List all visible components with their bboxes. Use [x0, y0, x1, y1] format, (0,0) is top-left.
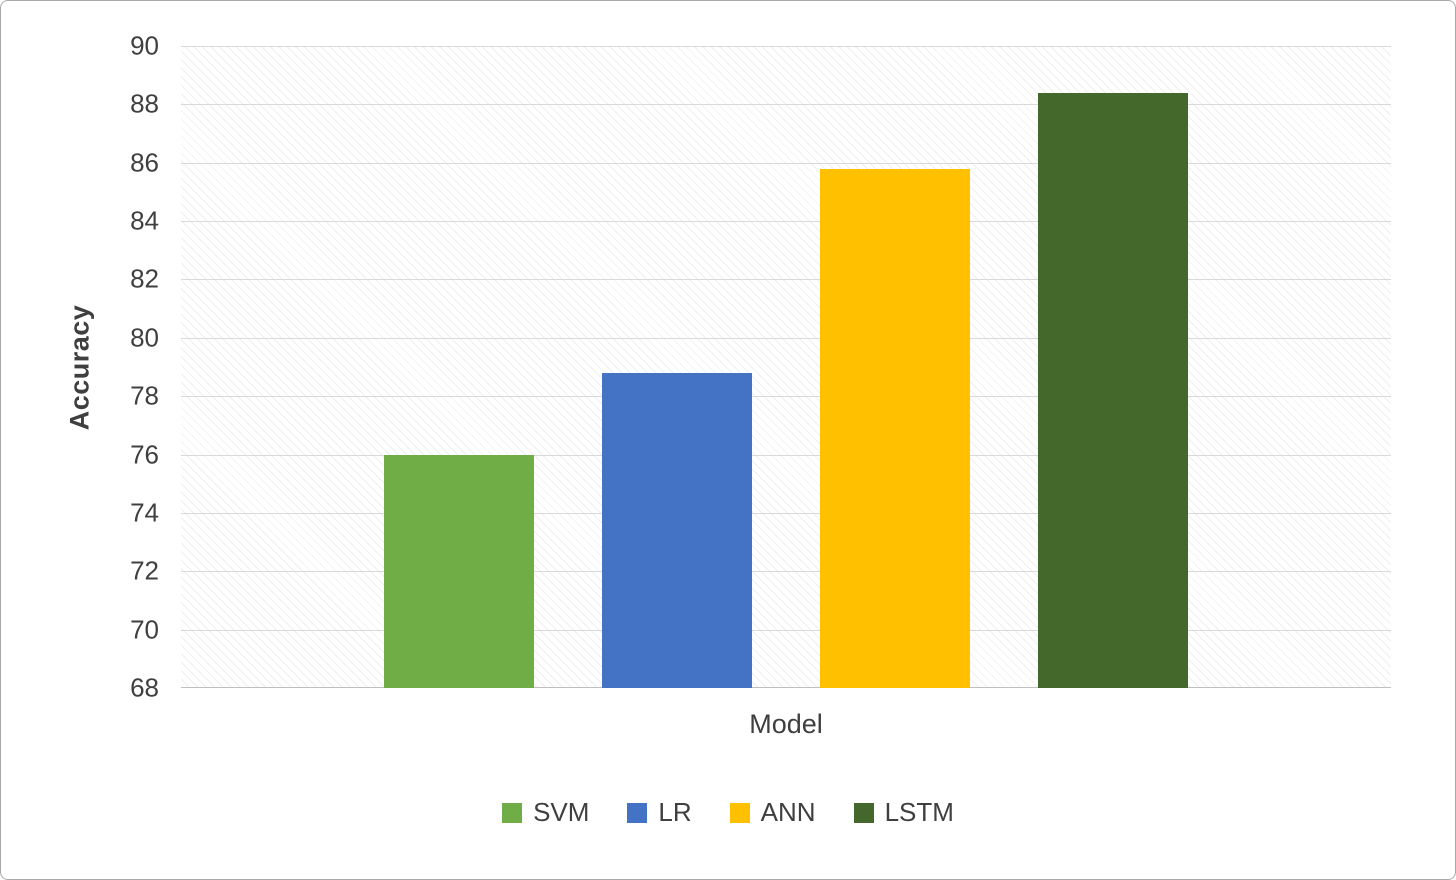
x-axis-line [181, 687, 1391, 688]
gridline [181, 512, 1391, 514]
gridline [181, 629, 1391, 631]
legend-label: LSTM [884, 797, 954, 827]
y-tick-label: 90 [130, 30, 159, 61]
bar-svm [384, 454, 535, 688]
y-tick-label: 78 [130, 380, 159, 411]
legend-item-ann: ANN [729, 797, 816, 828]
y-tick-label: 70 [130, 614, 159, 645]
gridline [181, 279, 1391, 281]
y-tick-label: 80 [130, 322, 159, 353]
bar-lr [602, 372, 753, 688]
legend-label: SVM [533, 797, 590, 827]
legend-swatch [853, 802, 874, 823]
y-tick-label: 84 [130, 205, 159, 236]
bar-lstm [1037, 92, 1188, 688]
gridline [181, 337, 1391, 339]
bar-ann [819, 168, 970, 688]
y-tick-label: 74 [130, 497, 159, 528]
legend-item-lr: LR [627, 797, 692, 828]
x-axis-title: Model [749, 709, 823, 739]
legend-item-svm: SVM [502, 797, 589, 828]
legend-label: LR [658, 797, 692, 827]
legend: SVM LR ANN LSTM [1, 797, 1455, 828]
y-tick-label: 72 [130, 555, 159, 586]
legend-label: ANN [760, 797, 816, 827]
gridline [181, 162, 1391, 164]
y-tick-label: 68 [130, 672, 159, 703]
legend-swatch [502, 802, 523, 823]
gridline [181, 571, 1391, 573]
y-tick-label: 88 [130, 88, 159, 119]
legend-swatch [729, 802, 750, 823]
plot-area [181, 46, 1391, 688]
y-tick-label: 82 [130, 263, 159, 294]
y-axis-ticks: 68 70 72 74 76 78 80 82 84 86 88 90 [1, 1, 161, 879]
legend-item-lstm: LSTM [853, 797, 954, 828]
y-tick-label: 76 [130, 439, 159, 470]
gridline [181, 46, 1391, 47]
legend-swatch [627, 802, 648, 823]
gridline [181, 104, 1391, 106]
gridline [181, 454, 1391, 456]
gridline [181, 221, 1391, 223]
y-tick-label: 86 [130, 147, 159, 178]
gridline [181, 396, 1391, 398]
